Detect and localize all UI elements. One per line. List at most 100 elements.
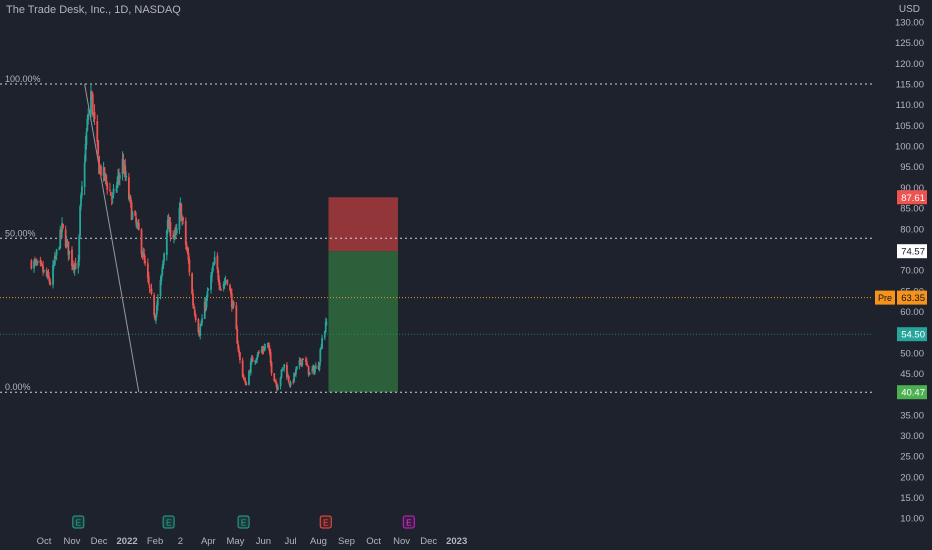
candle-body (188, 260, 191, 273)
candle-body (257, 352, 259, 357)
candle-body (110, 197, 113, 199)
candle-body (64, 229, 67, 247)
candle-body (160, 274, 163, 282)
earnings-marker-label: E (406, 519, 411, 528)
candle-body (239, 352, 241, 361)
pre-label-text: 63.35 (901, 293, 925, 304)
x-tick-label: May (226, 536, 244, 547)
candle-body (163, 253, 165, 262)
candle-body (276, 384, 278, 390)
candle-body (71, 265, 74, 267)
candle-body (41, 264, 44, 266)
candle-body (40, 261, 43, 265)
candle-body (223, 282, 226, 284)
x-tick-label: Dec (91, 536, 108, 547)
candle-body (116, 181, 119, 188)
earnings-marker-label: E (323, 519, 328, 528)
x-tick-label: Apr (201, 536, 216, 547)
x-tick-label: Jun (256, 536, 271, 547)
last-price-label: 54.50 (897, 327, 927, 342)
y-tick-label: 85.00 (900, 204, 924, 215)
candle-body (62, 223, 64, 228)
candle-body (85, 132, 88, 146)
candle-body (286, 375, 289, 378)
candle-body (61, 223, 63, 233)
horizontal-lines (0, 83, 872, 393)
candle-body (258, 352, 260, 354)
candle-body (324, 321, 327, 333)
candle-body (156, 297, 159, 306)
candle-body (137, 222, 140, 230)
x-tick-label: Dec (420, 536, 437, 547)
earnings-marker-label: E (76, 519, 81, 528)
fib-level-label: 100.00% (5, 74, 41, 84)
candle-body (238, 349, 240, 353)
candle-body (154, 315, 156, 320)
candle-body (279, 377, 282, 386)
candle-body (78, 235, 81, 262)
last-label-text: 54.50 (901, 330, 925, 341)
y-tick-label: 60.00 (900, 307, 924, 318)
candle-body (224, 281, 227, 283)
candle-body (220, 288, 222, 290)
candle-body (67, 241, 70, 256)
candle-body (256, 357, 259, 360)
candle-body (232, 301, 235, 307)
candle-body (55, 249, 58, 256)
candle-body (66, 241, 69, 243)
candle-body (305, 361, 308, 365)
candle-body (92, 113, 95, 116)
y-tick-label: 50.00 (900, 348, 924, 359)
candle-body (73, 263, 76, 271)
candle-body (275, 381, 277, 384)
x-tick-label: 2022 (117, 536, 138, 547)
candle-body (298, 359, 301, 367)
earnings-marker: E (72, 515, 85, 529)
stop-label-text: 87.61 (901, 193, 925, 204)
target-label-box (897, 385, 927, 400)
candle-body (185, 244, 188, 250)
candle-body (281, 368, 284, 371)
candle-body (77, 260, 80, 269)
candle-body (84, 143, 87, 161)
candle-body (53, 255, 56, 265)
candle-body (72, 264, 75, 269)
candle-body (255, 359, 258, 361)
candle-body (33, 260, 35, 269)
candle-body (218, 279, 221, 286)
candle-body (295, 369, 297, 375)
candle-body (174, 230, 176, 235)
earnings-marker: E (319, 515, 332, 529)
candle-body (130, 202, 133, 221)
candle-body (93, 112, 96, 120)
y-tick-label: 20.00 (900, 472, 924, 483)
fib-level-label: 50.00% (5, 228, 36, 238)
candle-body (187, 252, 190, 261)
candle-body (124, 165, 127, 177)
candle-body (292, 381, 295, 383)
target-label-text: 40.47 (901, 388, 925, 399)
earnings-marker-box (402, 515, 415, 529)
y-tick-label: 120.00 (895, 59, 924, 70)
y-tick-label: 95.00 (900, 162, 924, 173)
candle-body (87, 114, 90, 121)
candle-body (219, 285, 221, 289)
candle-body (180, 204, 183, 222)
candle-body (174, 229, 177, 233)
candle-body (182, 217, 184, 221)
candle-body (217, 270, 220, 280)
candle-body (205, 296, 208, 308)
candle-body (211, 265, 214, 272)
candle-body (276, 386, 279, 391)
candle-body (241, 360, 244, 377)
pre-tag-box (875, 290, 895, 305)
candle-body (200, 323, 203, 327)
candle-body (267, 342, 269, 347)
earnings-marker: E (237, 515, 250, 529)
candle-body (109, 189, 111, 192)
candle-body (68, 250, 71, 254)
candle-body (131, 211, 134, 219)
candle-body (115, 188, 118, 190)
y-tick-label: 110.00 (896, 100, 924, 111)
